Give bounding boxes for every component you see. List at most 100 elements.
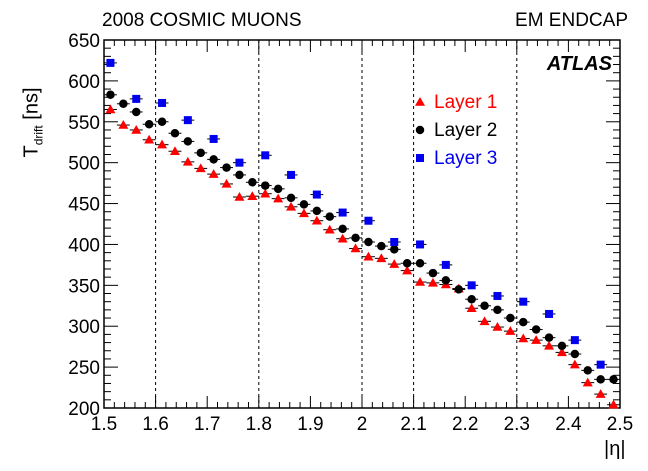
data-point-layer-2 [480, 301, 489, 311]
data-point-layer-1 [144, 134, 155, 144]
data-point-layer-3 [287, 170, 296, 179]
y-tick-label: 550 [68, 113, 100, 134]
data-point-layer-1 [389, 259, 400, 268]
data-point-layer-1 [402, 265, 413, 275]
data-point-layer-1 [505, 326, 516, 335]
data-point-layer-3 [519, 297, 528, 306]
header-right-label: EM ENDCAP [515, 10, 628, 31]
y-tick-label: 250 [68, 358, 100, 379]
data-point-layer-2 [428, 268, 438, 278]
data-point-layer-2 [273, 184, 283, 194]
data-point-layer-1 [273, 193, 284, 203]
data-point-layer-3 [416, 240, 425, 249]
data-point-layer-2 [209, 155, 218, 164]
data-point-layer-1 [131, 124, 142, 134]
data-point-layer-2 [506, 313, 515, 323]
data-point-layer-3 [596, 360, 605, 369]
legend-marker-3 [416, 154, 424, 162]
data-point-layer-2 [183, 137, 193, 146]
data-point-layer-2 [493, 305, 502, 315]
data-point-layer-1 [569, 359, 580, 369]
data-point-layer-1 [415, 277, 426, 286]
y-tick-label: 350 [68, 276, 100, 297]
data-point-layer-1 [492, 322, 503, 331]
data-point-layer-1 [337, 233, 348, 243]
data-point-layer-1 [208, 169, 219, 178]
data-point-layer-3 [261, 151, 270, 160]
x-tick-label: 1.7 [194, 414, 220, 435]
data-point-layer-1 [234, 192, 245, 201]
data-point-layer-1 [286, 201, 297, 211]
data-point-layer-2 [338, 224, 347, 234]
data-point-layer-2 [415, 259, 425, 268]
x-tick-label: 2 [357, 414, 368, 435]
data-point-layer-1 [118, 120, 129, 129]
data-point-layer-1 [466, 303, 477, 312]
data-point-layer-1 [518, 333, 529, 343]
data-point-layer-2 [248, 178, 257, 187]
x-tick-label: 1.5 [91, 414, 117, 435]
data-point-layer-2 [531, 325, 541, 334]
data-point-layer-2 [441, 276, 451, 285]
data-point-layer-1 [221, 178, 232, 188]
data-point-layer-2 [544, 333, 554, 342]
x-tick-label: 2.2 [452, 414, 478, 435]
data-point-layer-1 [544, 340, 555, 350]
data-point-layer-2 [235, 170, 244, 180]
data-point-layer-2 [583, 366, 592, 375]
data-point-layer-1 [531, 335, 542, 344]
data-point-layer-2 [132, 107, 141, 117]
data-point-layer-2 [261, 181, 270, 190]
data-point-layer-1 [157, 139, 168, 149]
data-point-layer-2 [402, 259, 412, 268]
data-point-layer-1 [247, 191, 258, 200]
y-axis-label-unit: [ns] [20, 87, 43, 120]
data-point-layer-1 [105, 104, 116, 114]
data-point-layer-3 [545, 309, 554, 318]
data-point-layer-2 [364, 237, 373, 247]
data-point-layer-2 [390, 245, 399, 254]
data-point-layer-2 [170, 128, 180, 138]
legend-marker-2 [415, 125, 425, 135]
data-point-layer-2 [557, 341, 567, 351]
x-tick-label: 2.1 [400, 414, 426, 435]
data-point-layer-2 [157, 117, 167, 127]
data-point-layer-2 [351, 233, 360, 243]
y-tick-label: 200 [68, 399, 100, 420]
data-point-layer-1 [350, 243, 361, 253]
data-point-layer-3 [312, 190, 321, 199]
data-point-layer-2 [596, 375, 605, 384]
data-point-layer-1 [582, 377, 593, 387]
y-axis-label: Tdrift [ns] [21, 87, 46, 157]
data-point-layer-2 [377, 241, 386, 251]
y-tick-label: 400 [68, 235, 100, 256]
data-point-layer-2 [519, 317, 528, 327]
data-point-layer-1 [260, 188, 271, 198]
legend-label-1: Layer 1 [434, 92, 497, 113]
data-point-layer-2 [454, 285, 463, 294]
data-point-layer-2 [312, 206, 322, 216]
data-point-layer-2 [222, 163, 231, 172]
x-tick-label: 2.5 [607, 414, 633, 435]
x-tick-label: 1.8 [246, 414, 272, 435]
y-tick-label: 650 [68, 31, 100, 52]
data-point-layer-2 [325, 212, 334, 221]
data-point-layer-2 [467, 294, 476, 304]
data-point-layer-2 [144, 119, 154, 129]
data-point-layer-1 [608, 399, 619, 409]
data-point-layer-3 [235, 158, 244, 167]
data-point-layer-1 [182, 156, 193, 166]
legend-label-2: Layer 2 [434, 120, 497, 141]
y-axis-label-sub: drift [31, 125, 46, 146]
x-tick-label: 1.9 [297, 414, 323, 435]
data-point-layer-1 [556, 347, 567, 357]
data-point-layer-2 [106, 90, 115, 100]
x-tick-label: 2.4 [555, 414, 582, 435]
legend-label-3: Layer 3 [434, 148, 497, 169]
data-point-layer-2 [119, 99, 128, 109]
data-point-layer-3 [158, 98, 167, 107]
data-point-layer-3 [106, 58, 115, 67]
legend-marker-1 [415, 97, 425, 106]
y-tick-label: 500 [68, 154, 100, 175]
